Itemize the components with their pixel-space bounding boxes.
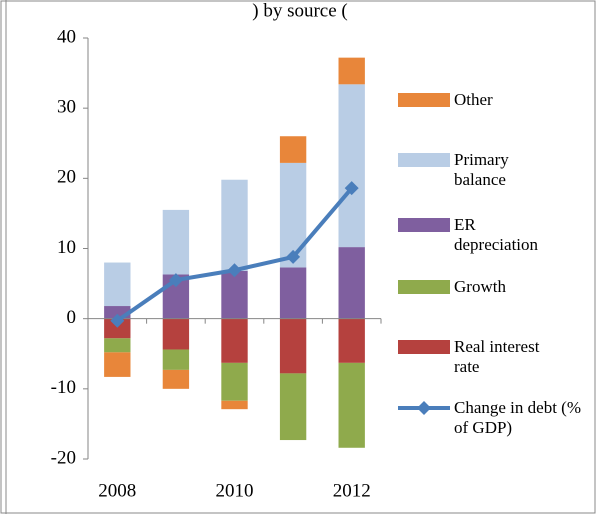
y-tick-label: -10 [51, 377, 76, 398]
y-tick-label: 20 [57, 167, 76, 188]
bar-segment [162, 318, 190, 350]
y-tick-label: 0 [67, 307, 77, 328]
legend-swatch [398, 340, 450, 354]
bar-segment [221, 318, 248, 363]
legend-swatch [398, 153, 450, 167]
bar-segment [338, 84, 365, 248]
bar-segment [338, 247, 365, 319]
bar-segment [338, 318, 365, 363]
legend-label: Primary balance [454, 150, 509, 189]
legend-entry: Real interest rate [398, 337, 550, 377]
line-marker [344, 181, 359, 196]
legend-entry: Primary balance [398, 150, 550, 190]
bar-segment [104, 318, 131, 339]
bar-segment [221, 400, 248, 410]
bar-segment [338, 57, 365, 85]
bar-segment [279, 318, 307, 374]
line-marker [227, 263, 242, 278]
bar-segment [104, 352, 131, 377]
bar-segment [279, 267, 307, 319]
legend-label: ER depreciation [454, 215, 539, 254]
bar-segment [104, 338, 131, 353]
bar-segment [162, 369, 190, 389]
legend-swatch [398, 280, 450, 294]
legend-label: Growth [454, 277, 506, 296]
line-marker [286, 249, 301, 264]
bar-segment [221, 270, 248, 319]
y-tick-label: -20 [51, 447, 76, 468]
y-tick-label: 30 [57, 97, 76, 118]
legend-entry: ER depreciation [398, 215, 550, 255]
bar-segment [279, 136, 307, 163]
legend-label: Real interest rate [454, 337, 540, 376]
x-tick-label: 2008 [98, 480, 136, 501]
bar-segment [279, 373, 307, 441]
legend-swatch [398, 218, 450, 232]
chart-title: ) by source ( [252, 0, 348, 21]
bar-segment [104, 262, 131, 307]
legend-entry: Other [398, 90, 550, 110]
legend-label: Change in debt (% of GDP) [454, 398, 581, 437]
bar-segment [162, 209, 190, 275]
y-tick-label: 10 [57, 237, 76, 258]
bar-segment [221, 362, 248, 401]
legend-label: Other [454, 90, 493, 109]
bar-segment [162, 349, 190, 370]
legend-entry: Change in debt (% of GDP) [398, 398, 589, 438]
bar-segment [338, 362, 365, 448]
bar-segment [221, 179, 248, 271]
legend-entry: Growth [398, 277, 550, 297]
x-tick-label: 2010 [216, 480, 254, 501]
y-tick-label: 40 [57, 26, 76, 47]
line-marker [168, 273, 183, 288]
legend-swatch [398, 401, 450, 415]
legend-swatch [398, 93, 450, 107]
line-marker [110, 313, 125, 328]
x-tick-label: 2012 [333, 480, 371, 501]
